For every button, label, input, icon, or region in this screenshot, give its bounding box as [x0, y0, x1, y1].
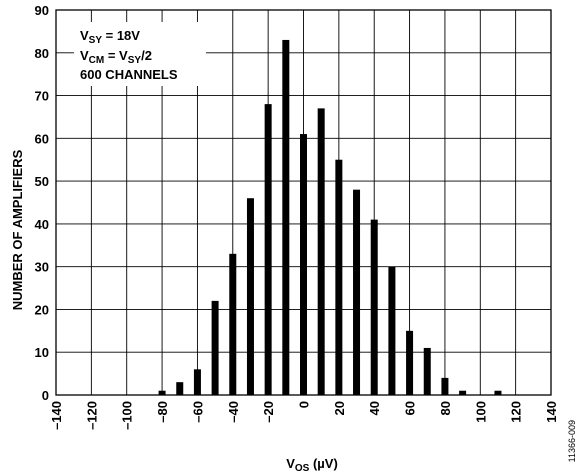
- x-tick-label: 20: [332, 401, 347, 415]
- histogram-bar: [494, 390, 502, 395]
- x-axis-title: VOS (µV): [286, 456, 338, 474]
- plot-frame: [55, 9, 552, 396]
- y-tick-label: 0: [42, 388, 49, 403]
- y-tick-label: 30: [35, 260, 49, 275]
- annotation-line-2: VCM = VSY/2: [80, 48, 152, 66]
- x-tick-label: –40: [226, 401, 241, 423]
- y-tick-label: 70: [35, 89, 49, 104]
- histogram-bar: [193, 369, 201, 395]
- x-tick-label: –140: [49, 401, 64, 430]
- y-tick-label: 60: [35, 131, 49, 146]
- y-tick-label: 80: [35, 46, 49, 61]
- histogram-bar: [246, 198, 254, 395]
- histogram-bar: [335, 159, 343, 395]
- annotation-line-1-rest: = 18V: [102, 28, 140, 43]
- x-tick-label: 100: [473, 401, 488, 423]
- y-tick-label: 50: [35, 174, 49, 189]
- histogram-bar: [406, 330, 414, 395]
- annotation: VSY = 18V VCM = VSY/2 600 CHANNELS: [74, 22, 206, 86]
- histogram-bar: [388, 266, 396, 395]
- histogram-bar: [353, 189, 361, 395]
- x-tick-labels: –140 –120 –100 –80 –60 –40 –20 0 20 40 60 80 100 120 1…: [49, 401, 559, 430]
- y-tick-label: 20: [35, 302, 49, 317]
- annotation-line-2-mid: = V: [104, 48, 128, 63]
- annotation-line-3: 600 CHANNELS: [80, 67, 178, 82]
- x-tick-label: 0: [297, 401, 312, 408]
- y-tick-labels: 0 10 20 30 40 50 60 70 80 90: [35, 3, 49, 403]
- y-tick-label: 90: [35, 3, 49, 18]
- histogram-bar: [441, 377, 449, 395]
- x-tick-label: –80: [155, 401, 170, 423]
- histogram-bar: [176, 382, 184, 395]
- annotation-line-2-main: V: [80, 48, 89, 63]
- x-tick-label: –100: [120, 401, 135, 430]
- x-tick-label: –60: [190, 401, 205, 423]
- x-axis-title-rest: (µV): [309, 456, 337, 471]
- figure-id: 11366-009: [567, 420, 577, 462]
- annotation-line-1: VSY = 18V: [80, 28, 140, 46]
- x-tick-label: 60: [403, 401, 418, 415]
- histogram-bar: [264, 104, 272, 395]
- annotation-line-1-main: V: [80, 28, 89, 43]
- histogram-bar: [158, 390, 166, 395]
- x-tick-label: 80: [438, 401, 453, 415]
- histogram-bar: [317, 108, 325, 395]
- y-tick-label: 40: [35, 217, 49, 232]
- annotation-line-2-rest: /2: [141, 48, 152, 63]
- histogram-bar: [459, 390, 467, 395]
- y-tick-label: 10: [35, 345, 49, 360]
- histogram-bar: [300, 134, 307, 396]
- annotation-line-2-sub2: SY: [128, 55, 142, 66]
- histogram-bar: [423, 347, 431, 395]
- x-axis-title-sub: OS: [295, 463, 310, 474]
- x-tick-label: 40: [367, 401, 382, 415]
- bars: [158, 39, 502, 396]
- x-axis-title-main: V: [286, 456, 295, 471]
- x-tick-label: –20: [261, 401, 276, 423]
- x-tick-label: –120: [84, 401, 99, 430]
- histogram-bar: [282, 39, 290, 395]
- histogram-bar: [211, 300, 219, 395]
- histogram-bar: [370, 219, 378, 395]
- y-axis-title: NUMBER OF AMPLIFIERS: [10, 149, 25, 310]
- annotation-background: [74, 22, 206, 86]
- x-tick-label: 140: [544, 401, 559, 423]
- histogram-bar: [229, 253, 237, 395]
- annotation-line-1-sub: SY: [89, 35, 103, 46]
- x-tick-label: 120: [509, 401, 524, 423]
- annotation-line-2-sub: CM: [89, 55, 105, 66]
